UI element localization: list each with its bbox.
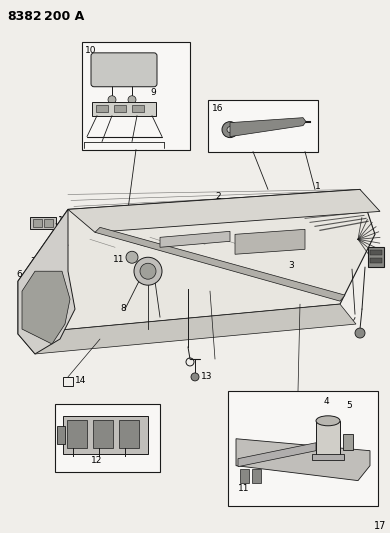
Text: 10: 10 [85, 46, 96, 55]
Polygon shape [18, 304, 356, 354]
Bar [343, 434, 353, 450]
Polygon shape [235, 229, 305, 254]
Bar [63, 416, 148, 454]
Polygon shape [160, 231, 230, 247]
Bar [33, 220, 42, 228]
Circle shape [222, 122, 238, 138]
Circle shape [126, 251, 138, 263]
Text: 200 A: 200 A [44, 10, 84, 23]
Polygon shape [236, 439, 370, 481]
Text: 15: 15 [58, 216, 69, 225]
Polygon shape [18, 209, 75, 354]
Text: 17: 17 [374, 521, 386, 530]
Circle shape [128, 96, 136, 104]
Bar [370, 251, 382, 255]
Circle shape [134, 257, 162, 285]
Text: 12: 12 [91, 456, 103, 465]
Bar [240, 469, 249, 482]
Circle shape [355, 328, 365, 338]
Circle shape [191, 373, 199, 381]
Bar [57, 426, 65, 444]
Text: 3: 3 [288, 261, 294, 270]
Text: 7: 7 [30, 257, 36, 266]
Circle shape [227, 127, 233, 133]
Text: 5: 5 [346, 401, 352, 410]
Text: 6: 6 [16, 270, 22, 279]
Bar [228, 391, 378, 505]
Ellipse shape [316, 416, 340, 426]
Bar [312, 454, 344, 459]
Polygon shape [22, 271, 70, 344]
Text: 4: 4 [324, 397, 330, 406]
Bar [63, 377, 73, 386]
Bar [119, 420, 139, 448]
Text: 11: 11 [238, 483, 250, 492]
Bar [67, 420, 87, 448]
Bar [252, 469, 261, 482]
Text: 8: 8 [120, 304, 126, 313]
FancyBboxPatch shape [91, 53, 157, 87]
Text: 14: 14 [75, 376, 86, 385]
Polygon shape [95, 228, 345, 301]
Polygon shape [230, 118, 306, 136]
Bar [370, 259, 382, 263]
Circle shape [140, 263, 156, 279]
Bar [114, 104, 126, 112]
Bar [93, 420, 113, 448]
Text: 2: 2 [215, 192, 221, 201]
Bar [55, 404, 160, 472]
Polygon shape [68, 189, 380, 232]
Bar [316, 421, 340, 456]
Bar [368, 247, 384, 267]
Bar [96, 104, 108, 112]
Text: 9: 9 [150, 88, 156, 97]
Text: 8382: 8382 [7, 10, 42, 23]
Bar [132, 104, 144, 112]
Bar [82, 42, 190, 150]
Text: 13: 13 [201, 372, 213, 381]
Text: 11: 11 [113, 255, 124, 264]
Text: 16: 16 [212, 104, 223, 112]
Polygon shape [238, 443, 316, 467]
Bar [208, 100, 318, 151]
Bar [44, 220, 53, 228]
Polygon shape [18, 189, 375, 334]
Text: 1: 1 [315, 182, 321, 191]
Bar [92, 102, 156, 116]
Circle shape [108, 96, 116, 104]
Bar [30, 217, 56, 229]
